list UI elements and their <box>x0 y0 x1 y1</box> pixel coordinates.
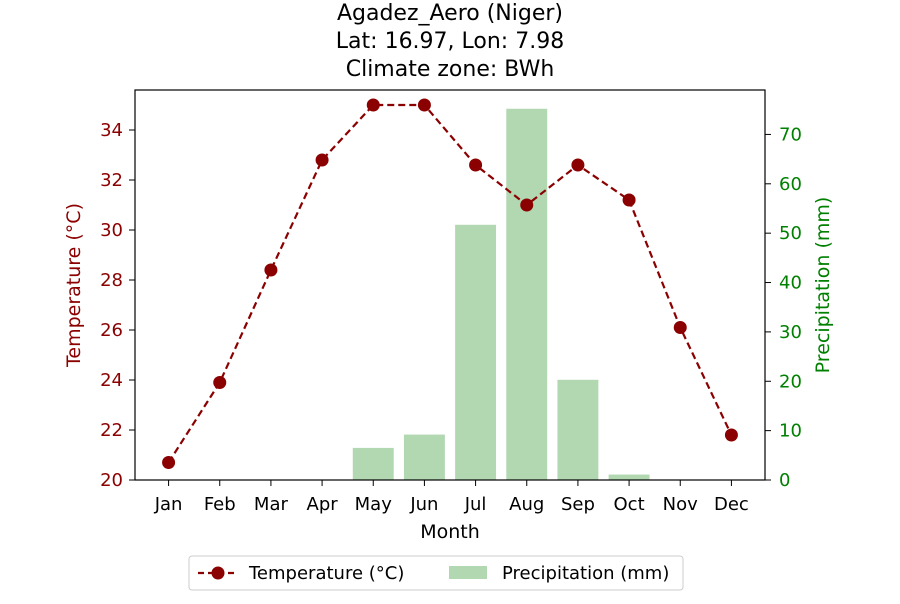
x-tick-label-sep: Sep <box>561 494 595 515</box>
x-tick-label-jun: Jun <box>409 494 438 515</box>
plot-frame <box>134 89 766 481</box>
y-left-tick-label-24: 24 <box>100 370 123 391</box>
y-right-tick-label-30: 30 <box>779 322 802 343</box>
temperature-point-sep <box>571 158 585 172</box>
chart-title-line-1: Agadez_Aero (Niger) <box>337 1 563 26</box>
temperature-point-nov <box>673 321 687 334</box>
chart-title: Agadez_Aero (Niger) Lat: 16.97, Lon: 7.9… <box>336 1 564 82</box>
temperature-axis: 20 22 24 26 28 30 32 34 <box>100 120 135 491</box>
x-tick-label-nov: Nov <box>663 494 698 515</box>
temperature-point-jul <box>469 158 483 172</box>
x-tick-label-feb: Feb <box>204 494 236 515</box>
precipitation-bar-sep <box>557 379 599 480</box>
temperature-line <box>162 98 738 469</box>
temperature-point-dec <box>724 428 738 442</box>
y-axis-left-label: Temperature (°C) <box>63 203 85 368</box>
y-left-tick-label-26: 26 <box>100 320 123 341</box>
y-right-tick-label-0: 0 <box>779 470 790 491</box>
temperature-point-may <box>366 98 380 112</box>
temperature-point-apr <box>315 153 329 167</box>
precipitation-bar-jun <box>403 434 445 480</box>
y-left-tick-label-32: 32 <box>100 170 123 191</box>
legend-precipitation-label: Precipitation (mm) <box>502 563 669 584</box>
y-right-tick-label-60: 60 <box>779 174 802 195</box>
y-right-tick-label-20: 20 <box>779 371 802 392</box>
legend-precipitation-swatch <box>449 566 487 579</box>
x-tick-label-jul: Jul <box>464 494 487 515</box>
x-tick-label-dec: Dec <box>714 494 749 515</box>
temperature-point-aug <box>520 198 534 212</box>
precipitation-bar-aug <box>506 108 548 480</box>
legend-frame <box>188 555 684 591</box>
precipitation-bar-jul <box>455 224 497 480</box>
y-left-tick-label-30: 30 <box>100 220 123 241</box>
y-left-tick-label-22: 22 <box>100 420 123 441</box>
temperature-point-jun <box>417 98 431 112</box>
legend-temperature-marker-swatch <box>211 566 225 580</box>
x-tick-label-may: May <box>355 494 393 515</box>
temperature-point-oct <box>622 193 636 207</box>
temperature-line-path <box>167 103 733 464</box>
legend: Temperature (°C) Precipitation (mm) <box>188 555 684 591</box>
y-left-tick-label-20: 20 <box>100 470 123 491</box>
x-tick-label-aug: Aug <box>509 494 544 515</box>
precipitation-bars <box>352 108 650 480</box>
precipitation-bar-oct <box>608 474 650 480</box>
x-axis-label: Month <box>420 521 480 543</box>
chart-title-line-2: Lat: 16.97, Lon: 7.98 <box>336 29 564 54</box>
y-left-tick-label-28: 28 <box>100 270 123 291</box>
y-right-tick-label-50: 50 <box>779 223 802 244</box>
temperature-point-mar <box>264 263 278 277</box>
x-tick-label-oct: Oct <box>614 494 645 515</box>
temperature-point-jan <box>162 456 176 469</box>
chart-title-line-3: Climate zone: BWh <box>346 57 555 82</box>
temperature-point-feb <box>213 376 227 389</box>
y-right-tick-label-40: 40 <box>779 273 802 294</box>
y-left-tick-label-34: 34 <box>100 120 123 141</box>
precipitation-bar-may <box>352 447 394 480</box>
x-axis: Jan Feb Mar Apr May Jun Jul Aug Sep Oct Nov Dec <box>154 480 749 515</box>
x-tick-label-mar: Mar <box>254 494 289 515</box>
y-right-tick-label-10: 10 <box>779 421 802 442</box>
precipitation-axis: 0 10 20 30 40 50 60 70 <box>765 124 802 491</box>
x-tick-label-apr: Apr <box>307 494 339 515</box>
y-axis-right-label: Precipitation (mm) <box>812 197 834 374</box>
x-tick-label-jan: Jan <box>154 494 183 515</box>
y-right-tick-label-70: 70 <box>779 124 802 145</box>
legend-temperature-label: Temperature (°C) <box>248 563 404 584</box>
